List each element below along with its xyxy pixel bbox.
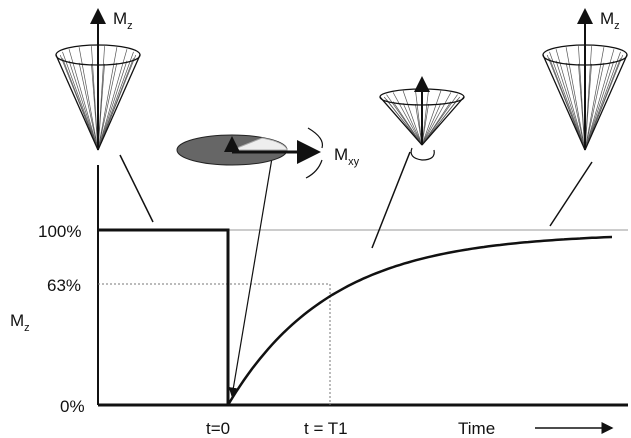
cone-spin <box>555 49 586 151</box>
vector-label: Mxy <box>334 145 360 168</box>
cone-edge <box>97 54 141 151</box>
cone-edge <box>379 96 423 146</box>
cone-edge <box>421 96 465 146</box>
cone-spin <box>97 47 118 151</box>
cone-spin <box>97 49 128 151</box>
x-tick-label: t=0 <box>206 419 230 438</box>
cone-spin <box>421 90 442 146</box>
cone-spin <box>392 92 423 146</box>
cones <box>55 8 628 151</box>
x-axis-label: Time <box>458 419 495 438</box>
rotation <box>410 147 435 161</box>
cone-edge <box>584 54 628 151</box>
cone-spin <box>402 90 423 146</box>
cone-spin <box>415 89 423 146</box>
vector-label: Mz <box>600 9 620 32</box>
cone-spin <box>584 51 621 151</box>
cone-spin <box>97 46 105 151</box>
cone-spin <box>402 103 423 146</box>
cone-spin <box>584 47 605 151</box>
cone-spin <box>62 51 99 151</box>
cone-spin <box>68 49 99 151</box>
cone-spin <box>68 60 99 151</box>
vector-label: Mz <box>113 9 133 32</box>
recovery-curve <box>226 235 613 406</box>
y-tick-label: 100% <box>38 222 81 241</box>
y-tick-label: 0% <box>60 397 85 416</box>
cone-spin <box>421 92 452 146</box>
cone-spin <box>421 89 429 146</box>
cone-spin <box>555 60 586 151</box>
cone-spin <box>549 51 586 151</box>
y-tick-label: 63% <box>47 276 81 295</box>
x-tick-label: t = T1 <box>304 419 348 438</box>
disk-sector <box>231 137 288 151</box>
cone-spin <box>78 47 99 151</box>
cone-spin <box>584 60 615 151</box>
cone-spin <box>578 46 586 151</box>
cone-spin <box>97 62 118 151</box>
rotation <box>305 127 324 179</box>
step-line <box>98 228 230 405</box>
cone-spin <box>584 46 592 151</box>
cone-edge <box>542 54 586 151</box>
pointer <box>228 157 273 398</box>
pointer <box>119 154 154 223</box>
cone-edge <box>55 54 99 151</box>
cone-spin <box>421 103 442 146</box>
cone-spin <box>584 62 605 151</box>
cone-spin <box>91 46 99 151</box>
cone-spin <box>78 62 99 151</box>
pointer <box>549 161 593 227</box>
y-axis-label: Mz <box>10 311 30 334</box>
cone-spin <box>565 47 586 151</box>
pointer <box>371 151 411 249</box>
cone-spin <box>565 62 586 151</box>
cone-spin <box>584 49 615 151</box>
cone-spin <box>97 60 128 151</box>
cone-spin <box>97 51 134 151</box>
